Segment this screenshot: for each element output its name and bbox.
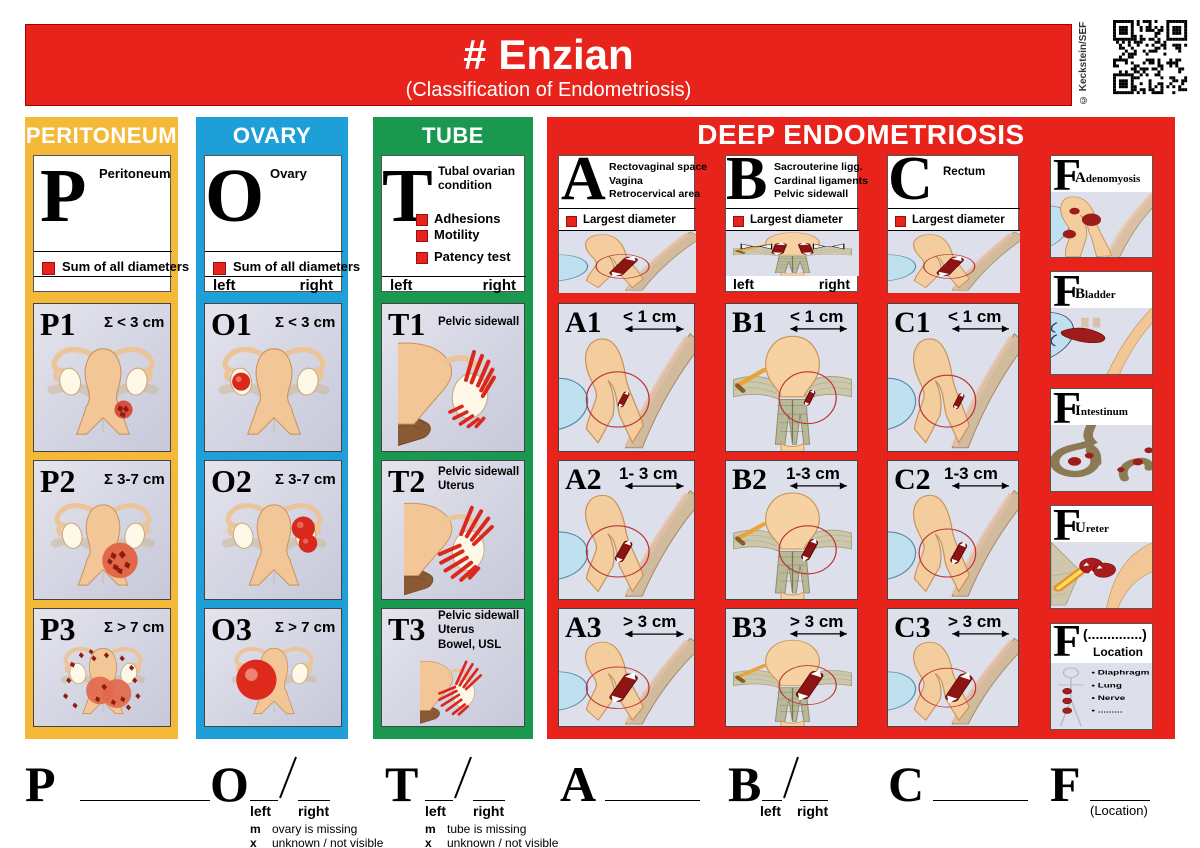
svg-text:• Diaphragm: • Diaphragm: [1091, 668, 1149, 676]
svg-text:• Lung: • Lung: [1091, 681, 1121, 689]
svg-text:• .........: • .........: [1091, 706, 1122, 714]
svg-text:• Nerve: • Nerve: [1091, 694, 1125, 702]
